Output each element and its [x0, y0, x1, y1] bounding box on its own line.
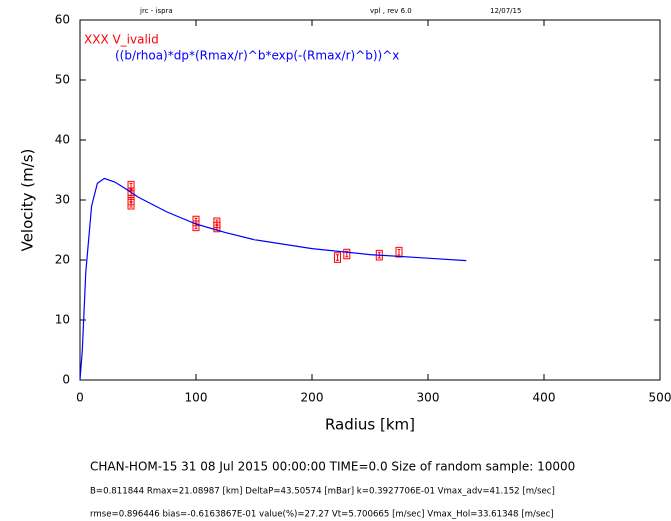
fit-line	[79, 177, 467, 381]
data-point	[127, 198, 135, 210]
x-tick-label: 300	[417, 391, 440, 405]
x-tick-label: 100	[185, 391, 208, 405]
header-right: 12/07/15	[490, 7, 521, 15]
header-left: jrc - ispra	[139, 7, 173, 15]
y-axis-label: Velocity (m/s)	[19, 149, 37, 252]
x-tick-label: 0	[76, 391, 84, 405]
y-tick-label: 0	[62, 373, 70, 387]
y-tick-label: 30	[55, 193, 70, 207]
header-center: vpl , rev 6.0	[370, 7, 412, 15]
legend-entry: XXX V_ivalid	[84, 33, 159, 47]
footer-line: CHAN-HOM-15 31 08 Jul 2015 00:00:00 TIME…	[90, 460, 575, 474]
y-tick-label: 10	[55, 313, 70, 327]
y-tick-label: 40	[55, 133, 70, 147]
x-tick-label: 400	[533, 391, 556, 405]
footer-line: rmse=0.896446 bias=-0.6163867E-01 value(…	[90, 510, 554, 520]
data-point	[343, 248, 351, 260]
x-tick-label: 200	[301, 391, 324, 405]
legend-entry: ((b/rhoa)*dp*(Rmax/r)^b*exp(-(Rmax/r)^b)…	[115, 49, 399, 63]
data-point	[334, 252, 342, 263]
y-tick-label: 60	[55, 13, 70, 27]
y-tick-label: 20	[55, 253, 70, 267]
y-tick-label: 50	[55, 73, 70, 87]
data-point	[213, 221, 221, 233]
footer-line: B=0.811844 Rmax=21.08987 [km] DeltaP=43.…	[90, 487, 555, 497]
x-tick-label: 500	[649, 391, 671, 405]
x-axis-label: Radius [km]	[325, 416, 415, 434]
data-point	[192, 220, 200, 232]
